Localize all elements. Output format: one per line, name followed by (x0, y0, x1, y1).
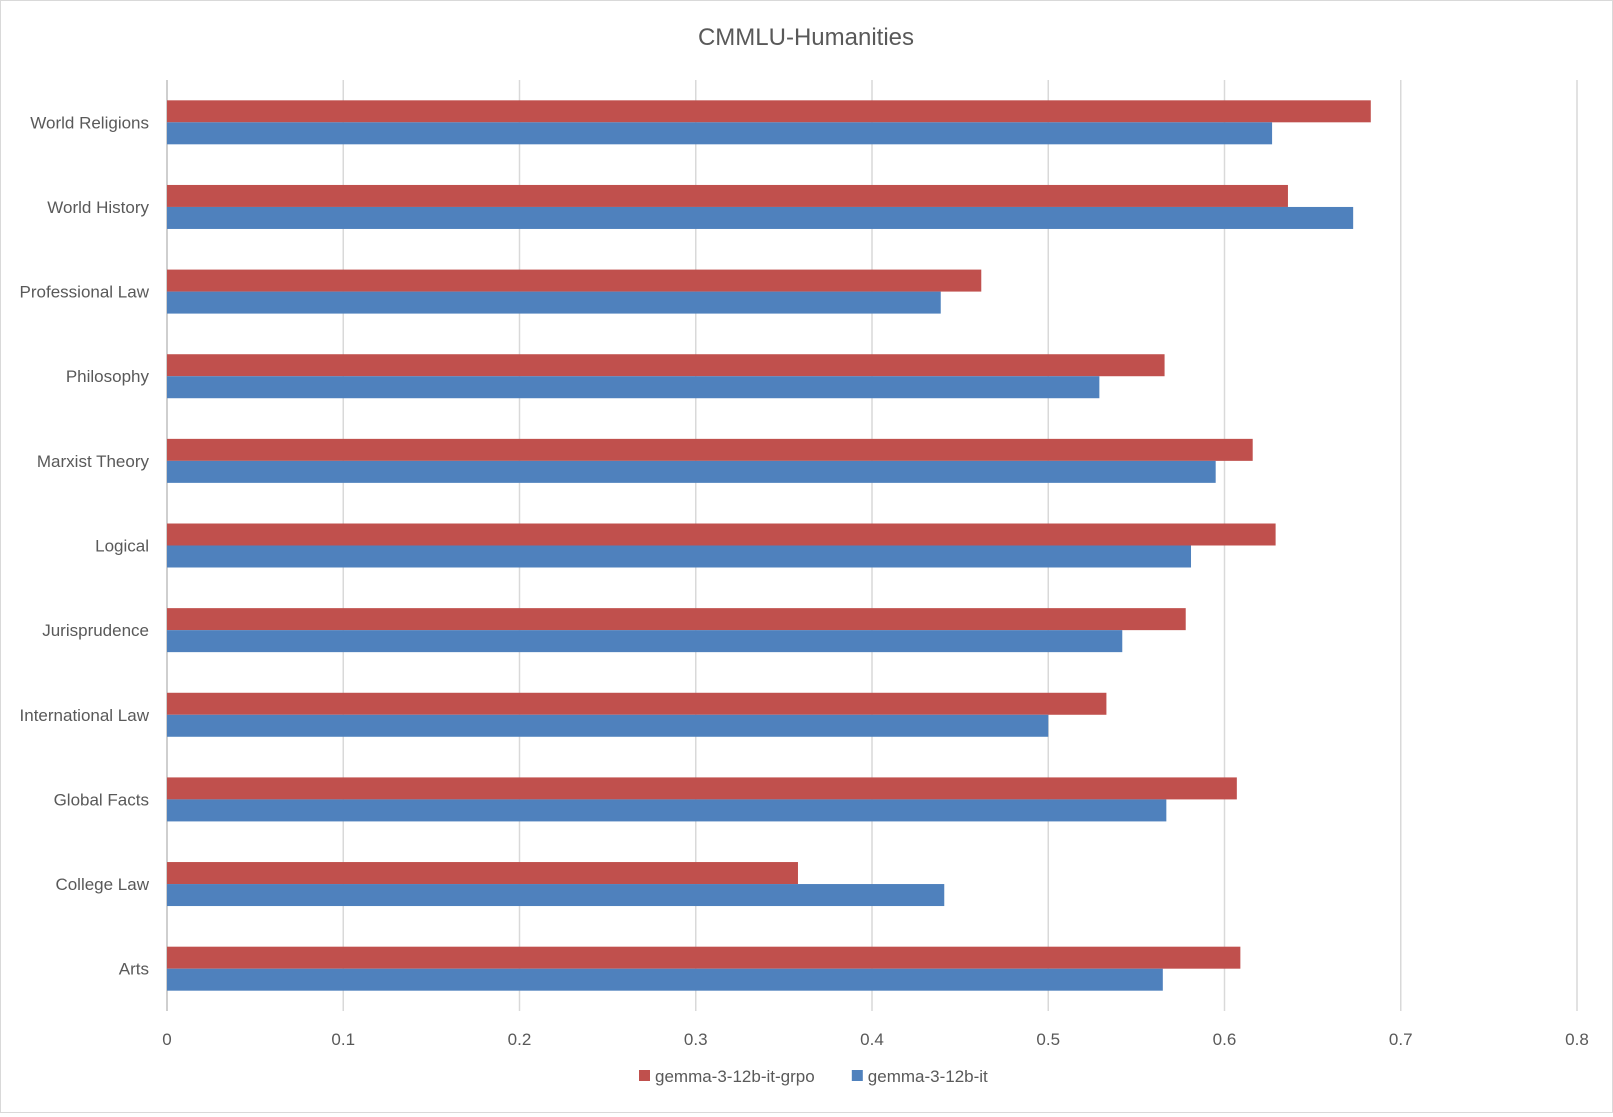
bar (167, 968, 1163, 991)
bar (167, 438, 1253, 461)
x-tick-label: 0 (162, 1030, 171, 1049)
category-labels: World Religions World History Professional… (20, 113, 150, 978)
bar (167, 291, 941, 314)
x-tick-labels: 0 0.1 0.2 0.3 0.4 0.5 0.6 0.7 0.8 (162, 1030, 1589, 1049)
category-label: World History (47, 198, 149, 217)
bar (167, 460, 1216, 483)
bar (167, 269, 982, 292)
legend-label: gemma-3-12b-it-grpo (655, 1067, 815, 1086)
bars (167, 100, 1371, 991)
category-label: International Law (20, 706, 150, 725)
x-tick-label: 0.1 (331, 1030, 355, 1049)
bar (167, 100, 1371, 123)
category-label: Logical (95, 537, 149, 556)
chart-title: CMMLU-Humanities (698, 24, 914, 51)
bar (167, 630, 1123, 653)
bar (167, 122, 1273, 145)
bar (167, 354, 1165, 377)
category-label: Marxist Theory (37, 452, 150, 471)
bar (167, 206, 1354, 229)
legend: gemma-3-12b-it-grpo gemma-3-12b-it (639, 1067, 988, 1086)
bar (167, 545, 1192, 568)
x-tick-label: 0.4 (860, 1030, 884, 1049)
legend-swatch (851, 1070, 863, 1081)
category-label: Philosophy (66, 367, 150, 386)
bar (167, 608, 1186, 631)
legend-swatch (639, 1070, 650, 1081)
category-label: Arts (119, 960, 149, 979)
x-tick-label: 0.5 (1036, 1030, 1060, 1049)
bar (167, 799, 1167, 822)
bar (167, 376, 1100, 399)
x-tick-label: 0.7 (1389, 1030, 1413, 1049)
x-tick-label: 0.8 (1565, 1030, 1589, 1049)
bar (167, 777, 1237, 800)
category-label: Professional Law (20, 283, 150, 302)
bar (167, 692, 1107, 715)
bar (167, 714, 1049, 737)
x-tick-label: 0.2 (508, 1030, 532, 1049)
bar (167, 184, 1288, 207)
x-tick-label: 0.3 (684, 1030, 708, 1049)
category-label: Jurisprudence (42, 621, 149, 640)
bar (167, 523, 1276, 546)
bar (167, 946, 1241, 969)
category-label: Global Facts (54, 790, 149, 809)
bar (167, 862, 798, 885)
bar (167, 884, 945, 907)
category-label: College Law (55, 875, 149, 894)
category-label: World Religions (30, 113, 149, 132)
legend-label: gemma-3-12b-it (868, 1067, 988, 1086)
x-tick-label: 0.6 (1213, 1030, 1237, 1049)
